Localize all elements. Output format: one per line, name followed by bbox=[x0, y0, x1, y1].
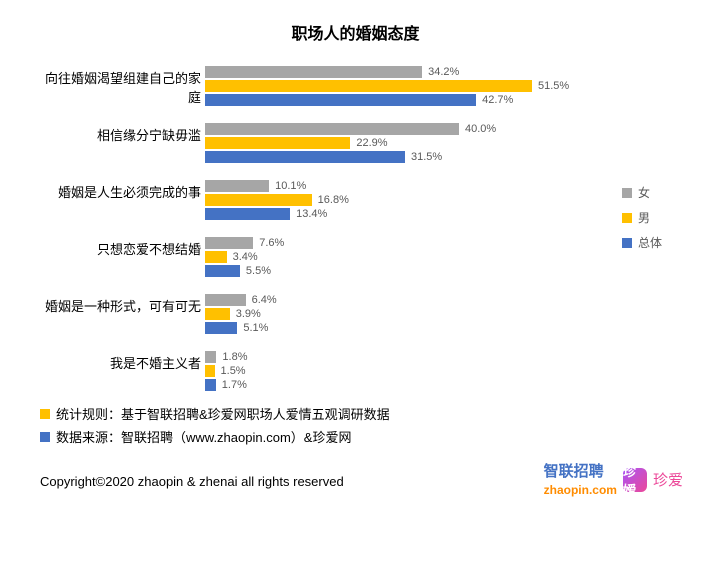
bar-row-female: 6.4% bbox=[205, 293, 670, 306]
category-label: 婚姻是人生必须完成的事 bbox=[40, 178, 205, 201]
bar-stack: 7.6%3.4% 5.5% bbox=[205, 235, 670, 278]
bar-stack: 10.1% 16.8% 13.4% bbox=[205, 178, 670, 221]
bar-female bbox=[205, 66, 422, 78]
category-group: 婚姻是一种形式，可有可无 6.4% 3.9% 5.1% bbox=[40, 292, 670, 335]
legend-label-male: 男 bbox=[638, 209, 650, 226]
category-label: 我是不婚主义者 bbox=[40, 349, 205, 372]
bar-stack: 6.4% 3.9% 5.1% bbox=[205, 292, 670, 335]
bar-female bbox=[205, 294, 246, 306]
logo-zhaopin-cn: 智联招聘 bbox=[544, 463, 604, 480]
bar-value-male: 3.9% bbox=[236, 308, 261, 320]
category-group: 婚姻是人生必须完成的事 10.1% 16.8% 13.4% bbox=[40, 178, 670, 221]
bar-row-male: 3.4% bbox=[205, 250, 670, 263]
bar-value-male: 3.4% bbox=[233, 251, 258, 263]
bar-row-male: 22.9% bbox=[205, 136, 670, 149]
category-group: 向往婚姻渴望组建自己的家庭 34.2% 51.5% 42.7% bbox=[40, 64, 670, 107]
bar-value-male: 16.8% bbox=[318, 194, 349, 206]
logo-zhenai-text: 珍爱 bbox=[653, 469, 683, 490]
bar-value-male: 22.9% bbox=[356, 137, 387, 149]
logos: 智联招聘 zhaopin.com 珍嫒 珍爱 bbox=[544, 460, 683, 499]
legend-swatch-total bbox=[622, 238, 632, 248]
bar-male bbox=[205, 251, 227, 263]
bar-row-total: 5.5% bbox=[205, 264, 670, 277]
bar-value-total: 5.1% bbox=[243, 322, 268, 334]
logo-zhenai-icon: 珍嫒 bbox=[623, 468, 647, 492]
note-rule: 统计规则：基于智联招聘&珍爱网职场人爱情五观调研数据 bbox=[40, 404, 711, 423]
legend-swatch-male bbox=[622, 213, 632, 223]
bar-row-female: 7.6% bbox=[205, 236, 670, 249]
bar-row-female: 40.0% bbox=[205, 122, 670, 135]
legend-label-total: 总体 bbox=[638, 234, 662, 251]
bar-male bbox=[205, 80, 532, 92]
bar-stack: 40.0% 22.9% 31.5% bbox=[205, 121, 670, 164]
chart-area: 向往婚姻渴望组建自己的家庭34.2%51.5%42.7%相信缘分宁缺毋滥40.0… bbox=[40, 64, 670, 394]
bar-value-total: 13.4% bbox=[296, 208, 327, 220]
bar-row-male: 16.8% bbox=[205, 193, 670, 206]
legend: 女男总体 bbox=[622, 184, 662, 259]
legend-item-male: 男 bbox=[622, 209, 662, 226]
category-group: 只想恋爱不想结婚 7.6%3.4% 5.5% bbox=[40, 235, 670, 278]
bar-total bbox=[205, 265, 240, 277]
bar-male bbox=[205, 365, 215, 377]
bar-total bbox=[205, 94, 476, 106]
bar-male bbox=[205, 194, 312, 206]
bar-total bbox=[205, 322, 237, 334]
bar-row-total: 13.4% bbox=[205, 207, 670, 220]
legend-item-female: 女 bbox=[622, 184, 662, 201]
bar-value-male: 51.5% bbox=[538, 80, 569, 92]
note-source: 数据来源：智联招聘（www.zhaopin.com）&珍爱网 bbox=[40, 427, 711, 446]
bar-value-total: 42.7% bbox=[482, 94, 513, 106]
bar-total bbox=[205, 208, 290, 220]
bar-value-female: 7.6% bbox=[259, 237, 284, 249]
bar-row-male: 3.9% bbox=[205, 307, 670, 320]
bar-female bbox=[205, 237, 253, 249]
category-group: 相信缘分宁缺毋滥 40.0% 22.9% 31.5% bbox=[40, 121, 670, 164]
bar-row-total: 5.1% bbox=[205, 321, 670, 334]
bar-male bbox=[205, 137, 350, 149]
notes: 统计规则：基于智联招聘&珍爱网职场人爱情五观调研数据 数据来源：智联招聘（www… bbox=[40, 404, 711, 446]
bar-value-female: 6.4% bbox=[252, 294, 277, 306]
chart-title: 职场人的婚姻态度 bbox=[0, 20, 711, 44]
category-label: 向往婚姻渴望组建自己的家庭 bbox=[40, 64, 205, 106]
bar-male bbox=[205, 308, 230, 320]
category-label: 相信缘分宁缺毋滥 bbox=[40, 121, 205, 144]
bar-value-female: 1.8% bbox=[222, 351, 247, 363]
bar-stack: 1.8% 1.5% 1.7% bbox=[205, 349, 670, 392]
bar-female bbox=[205, 123, 459, 135]
category-group: 我是不婚主义者 1.8% 1.5% 1.7% bbox=[40, 349, 670, 392]
bar-row-male: 1.5% bbox=[205, 364, 670, 377]
note-rule-swatch bbox=[40, 409, 50, 419]
bar-total bbox=[205, 379, 216, 391]
bar-value-female: 10.1% bbox=[275, 180, 306, 192]
bar-row-total: 42.7% bbox=[205, 93, 670, 106]
bar-value-total: 5.5% bbox=[246, 265, 271, 277]
bar-value-total: 31.5% bbox=[411, 151, 442, 163]
bar-row-female: 1.8% bbox=[205, 350, 670, 363]
category-label: 只想恋爱不想结婚 bbox=[40, 235, 205, 258]
legend-swatch-female bbox=[622, 188, 632, 198]
category-label: 婚姻是一种形式，可有可无 bbox=[40, 292, 205, 315]
bar-value-male: 1.5% bbox=[221, 365, 246, 377]
bar-value-female: 40.0% bbox=[465, 123, 496, 135]
bar-row-female: 34.2% bbox=[205, 65, 670, 78]
bar-value-female: 34.2% bbox=[428, 66, 459, 78]
legend-label-female: 女 bbox=[638, 184, 650, 201]
bar-row-total: 1.7% bbox=[205, 378, 670, 391]
logo-zhaopin-en: zhaopin.com bbox=[544, 483, 617, 497]
bar-female bbox=[205, 351, 216, 363]
note-source-text: 数据来源：智联招聘（www.zhaopin.com）&珍爱网 bbox=[56, 427, 351, 446]
bar-stack: 34.2% 51.5% 42.7% bbox=[205, 64, 670, 107]
bar-female bbox=[205, 180, 269, 192]
bar-row-total: 31.5% bbox=[205, 150, 670, 163]
logo-zhaopin: 智联招聘 zhaopin.com bbox=[544, 460, 617, 499]
note-source-swatch bbox=[40, 432, 50, 442]
legend-item-total: 总体 bbox=[622, 234, 662, 251]
bar-row-female: 10.1% bbox=[205, 179, 670, 192]
note-rule-text: 统计规则：基于智联招聘&珍爱网职场人爱情五观调研数据 bbox=[56, 404, 390, 423]
bar-total bbox=[205, 151, 405, 163]
bar-row-male: 51.5% bbox=[205, 79, 670, 92]
bar-value-total: 1.7% bbox=[222, 379, 247, 391]
